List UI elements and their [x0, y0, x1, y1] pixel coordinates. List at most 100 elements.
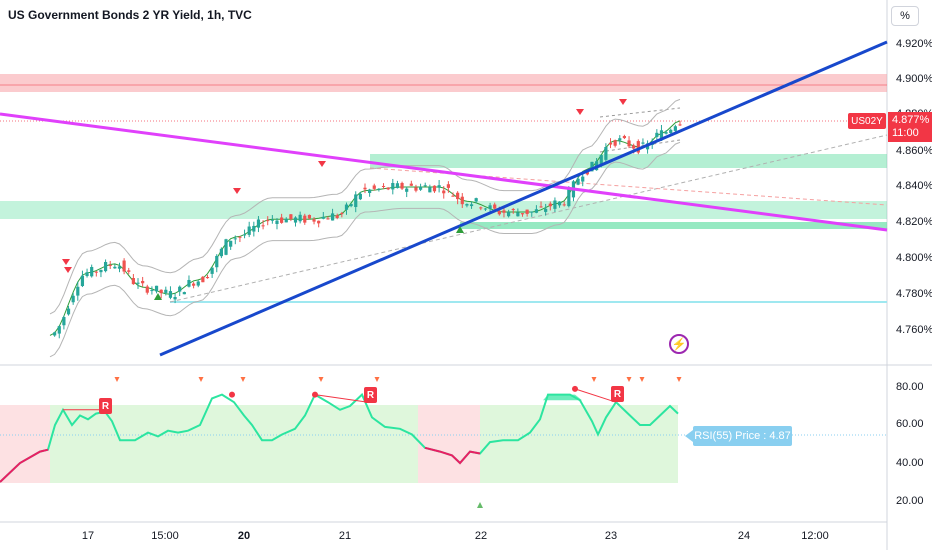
candle	[669, 129, 673, 134]
divergence-point	[312, 391, 318, 398]
candle	[544, 208, 548, 212]
candle	[103, 261, 108, 272]
candle	[340, 213, 344, 215]
candle	[66, 308, 71, 315]
candle	[136, 282, 140, 284]
candle	[465, 204, 469, 206]
candle	[71, 295, 75, 303]
candle	[141, 280, 145, 284]
candle	[534, 209, 538, 213]
candle	[122, 260, 126, 272]
price-axis-label: 4.860%	[896, 145, 932, 157]
rsi-badge: R	[99, 398, 112, 414]
time-axis-label: 22	[474, 530, 488, 542]
rsi-signal-marker	[676, 377, 682, 382]
last-price-box: 4.877% 11:00	[888, 112, 932, 142]
candle	[57, 326, 61, 334]
candle	[76, 286, 80, 296]
channel-line	[169, 134, 888, 303]
candle	[395, 183, 400, 189]
candle	[479, 207, 483, 209]
symbol-tag: US02Y	[848, 113, 886, 129]
candle	[381, 185, 386, 187]
candle	[303, 215, 307, 223]
rsi-signal-marker	[240, 377, 246, 382]
candle	[562, 204, 566, 206]
divergence-point	[572, 385, 578, 392]
price-axis-label: 4.900%	[896, 73, 932, 85]
rsi-signal-marker	[639, 377, 645, 382]
time-axis-label: 24	[737, 530, 751, 542]
candle	[178, 286, 182, 292]
candle	[192, 283, 196, 286]
candle	[432, 185, 437, 192]
resistance-zone	[0, 74, 887, 92]
candle	[335, 215, 339, 218]
rsi-signal-marker	[318, 377, 324, 382]
percent-scale-button[interactable]: %	[891, 6, 919, 26]
candle	[618, 138, 622, 141]
candle	[553, 200, 557, 209]
rsi-line-low	[424, 446, 481, 465]
sell-signal-marker	[64, 267, 72, 273]
candle	[80, 275, 85, 287]
candle	[349, 204, 353, 207]
support-zone	[370, 154, 887, 168]
divergence-line	[574, 388, 617, 403]
price-axis-label: 4.820%	[896, 216, 932, 228]
candle	[358, 193, 362, 200]
divergence-line	[314, 394, 369, 403]
candle	[632, 145, 636, 149]
candle	[229, 240, 233, 247]
alert-bolt-icon[interactable]: ⚡	[669, 334, 689, 354]
candle	[196, 281, 200, 286]
candle	[266, 220, 270, 222]
time-axis-label: 21	[338, 530, 352, 542]
candle	[497, 210, 501, 215]
candle	[613, 140, 617, 146]
price-axis-label: 4.780%	[896, 288, 932, 300]
candle	[520, 213, 525, 215]
candle	[451, 195, 455, 197]
candle	[581, 176, 585, 182]
candle	[270, 219, 274, 221]
price-axis-label: 4.920%	[896, 38, 932, 50]
candle	[557, 201, 562, 206]
sell-signal-marker	[576, 109, 584, 115]
candle	[627, 140, 631, 147]
candle	[548, 203, 552, 207]
candle	[164, 289, 168, 293]
rsi-price-tag: RSI(55) Price : 4.87	[685, 426, 792, 446]
blue-trendline	[159, 40, 888, 357]
candle	[108, 264, 112, 266]
candle	[655, 132, 659, 137]
candle	[502, 210, 506, 213]
candle	[608, 142, 613, 145]
divergence-point	[229, 391, 235, 398]
rsi-zone	[480, 405, 678, 483]
candle	[94, 271, 98, 273]
rsi-badge: R	[611, 386, 624, 402]
candle	[446, 184, 450, 188]
upper-band	[49, 98, 681, 315]
candle	[317, 220, 321, 224]
price-axis-label: 4.840%	[896, 180, 932, 192]
rsi-overbought-fill	[543, 394, 582, 401]
rsi-zone	[50, 405, 418, 483]
candle	[567, 189, 571, 207]
channel-line	[599, 107, 681, 118]
candle	[85, 272, 89, 277]
candle	[293, 217, 298, 223]
candle	[321, 216, 325, 219]
candle	[90, 266, 94, 277]
rsi-badge: R	[364, 387, 377, 403]
lower-band	[49, 141, 681, 358]
candle	[233, 238, 237, 240]
candle	[483, 208, 488, 210]
candle	[159, 289, 163, 294]
candle	[590, 161, 594, 172]
support-zone	[460, 222, 887, 229]
candle	[386, 187, 390, 190]
candle	[215, 255, 219, 268]
